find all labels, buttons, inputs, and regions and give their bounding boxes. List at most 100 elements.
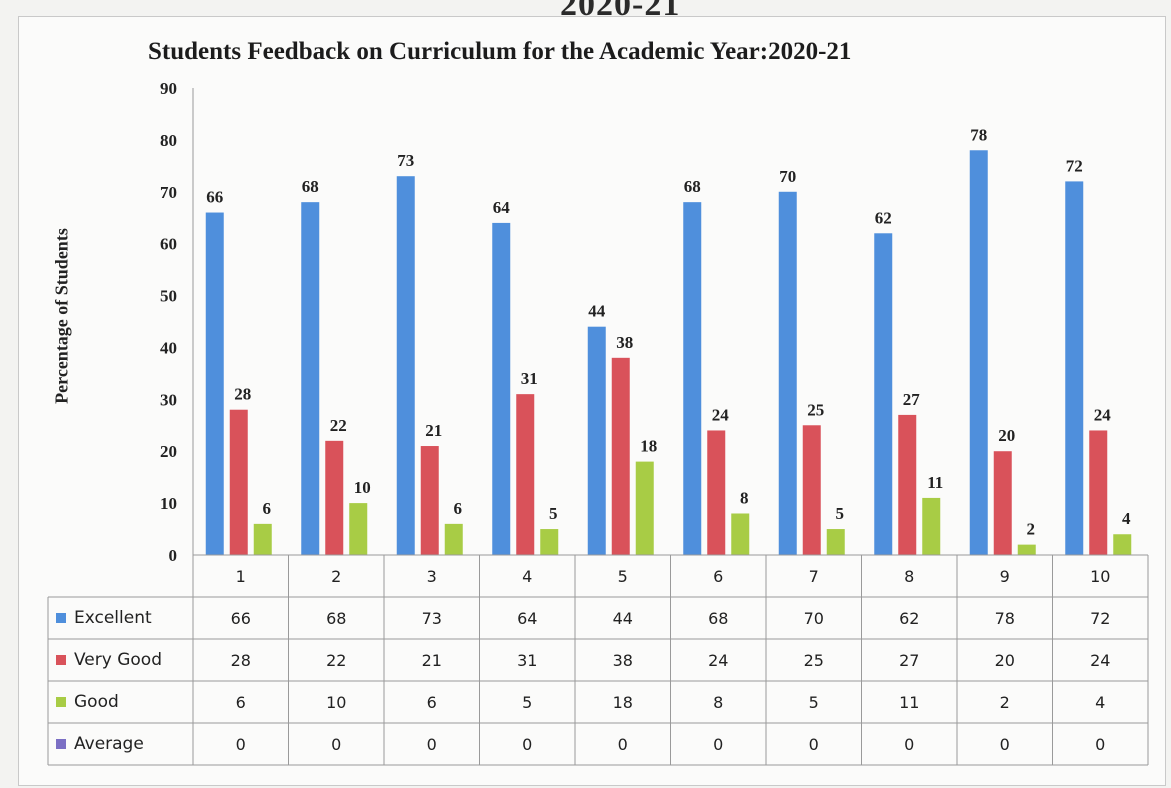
table-cell-value: 0 bbox=[809, 735, 819, 754]
table-cell-value: 31 bbox=[517, 651, 537, 670]
bar-good bbox=[826, 529, 845, 555]
bar-excellent bbox=[969, 150, 988, 555]
y-tick-label: 30 bbox=[160, 390, 177, 409]
table-cell-value: 66 bbox=[231, 609, 251, 628]
bar-very-good bbox=[611, 357, 630, 555]
x-tick-label: 5 bbox=[618, 567, 628, 586]
data-label: 44 bbox=[588, 302, 606, 321]
x-tick-label: 1 bbox=[236, 567, 246, 586]
table-cell-value: 10 bbox=[326, 693, 346, 712]
data-label: 62 bbox=[875, 208, 892, 227]
data-label: 68 bbox=[302, 177, 319, 196]
legend-swatch bbox=[56, 739, 66, 749]
data-label: 66 bbox=[206, 188, 223, 207]
data-label: 68 bbox=[684, 177, 701, 196]
bar-very-good bbox=[1089, 430, 1108, 555]
table-cell-value: 2 bbox=[1000, 693, 1010, 712]
legend-swatch bbox=[56, 697, 66, 707]
x-tick-label: 3 bbox=[427, 567, 437, 586]
legend-label: Average bbox=[74, 734, 144, 754]
y-tick-label: 0 bbox=[169, 546, 178, 565]
bar-very-good bbox=[707, 430, 726, 555]
bar-very-good bbox=[420, 446, 439, 555]
bar-excellent bbox=[874, 233, 893, 556]
y-tick-label: 60 bbox=[160, 235, 177, 254]
bar-good bbox=[540, 529, 559, 555]
y-tick-label: 10 bbox=[160, 494, 177, 513]
y-tick-label: 20 bbox=[160, 442, 177, 461]
table-cell-value: 68 bbox=[708, 609, 728, 628]
table-cell-value: 5 bbox=[522, 693, 532, 712]
data-label: 27 bbox=[903, 390, 921, 409]
y-tick-label: 70 bbox=[160, 183, 177, 202]
data-label: 18 bbox=[640, 437, 657, 456]
bar-excellent bbox=[683, 202, 702, 555]
bar-good bbox=[444, 523, 463, 555]
table-cell-value: 62 bbox=[899, 609, 919, 628]
bar-very-good bbox=[898, 414, 917, 555]
table-cell-value: 68 bbox=[326, 609, 346, 628]
bar-very-good bbox=[229, 409, 248, 555]
table-cell-value: 8 bbox=[713, 693, 723, 712]
bar-excellent bbox=[1065, 181, 1084, 555]
x-tick-label: 6 bbox=[713, 567, 723, 586]
bar-very-good bbox=[993, 451, 1012, 555]
table-cell-value: 6 bbox=[427, 693, 437, 712]
bar-good bbox=[635, 461, 654, 555]
data-label: 8 bbox=[740, 488, 749, 507]
y-tick-label: 50 bbox=[160, 287, 177, 306]
table-cell-value: 18 bbox=[613, 693, 633, 712]
y-tick-label: 40 bbox=[160, 338, 177, 357]
x-tick-label: 10 bbox=[1090, 567, 1110, 586]
bar-excellent bbox=[492, 222, 511, 555]
data-label: 6 bbox=[454, 499, 463, 518]
table-cell-value: 64 bbox=[517, 609, 537, 628]
bar-good bbox=[1113, 534, 1132, 555]
table-cell-value: 0 bbox=[331, 735, 341, 754]
table-cell-value: 24 bbox=[1090, 651, 1110, 670]
table-cell-value: 6 bbox=[236, 693, 246, 712]
x-tick-label: 8 bbox=[904, 567, 914, 586]
table-cell-value: 0 bbox=[522, 735, 532, 754]
table-cell-value: 0 bbox=[1095, 735, 1105, 754]
table-cell-value: 0 bbox=[618, 735, 628, 754]
data-label: 4 bbox=[1122, 509, 1131, 528]
table-cell-value: 0 bbox=[427, 735, 437, 754]
bar-good bbox=[731, 513, 750, 555]
x-tick-label: 9 bbox=[1000, 567, 1010, 586]
data-label: 64 bbox=[493, 198, 511, 217]
table-cell-value: 28 bbox=[231, 651, 251, 670]
bar-excellent bbox=[587, 326, 606, 555]
data-label: 38 bbox=[616, 333, 633, 352]
data-label: 6 bbox=[263, 499, 272, 518]
data-label: 21 bbox=[425, 421, 442, 440]
y-tick-label: 80 bbox=[160, 131, 177, 150]
table-cell-value: 24 bbox=[708, 651, 728, 670]
data-label: 73 bbox=[397, 151, 414, 170]
data-label: 2 bbox=[1027, 520, 1036, 539]
bar-good bbox=[922, 497, 941, 555]
y-tick-label: 90 bbox=[160, 79, 177, 98]
data-label: 78 bbox=[970, 125, 987, 144]
table-cell-value: 25 bbox=[804, 651, 824, 670]
table-cell-value: 0 bbox=[904, 735, 914, 754]
chart-title: Students Feedback on Curriculum for the … bbox=[148, 38, 852, 65]
table-cell-value: 21 bbox=[422, 651, 442, 670]
legend-swatch bbox=[56, 655, 66, 665]
x-tick-label: 4 bbox=[522, 567, 532, 586]
data-label: 70 bbox=[779, 167, 796, 186]
data-label: 22 bbox=[330, 416, 347, 435]
bar-excellent bbox=[396, 176, 415, 555]
data-label: 24 bbox=[1094, 405, 1112, 424]
bar-excellent bbox=[205, 212, 224, 556]
bar-excellent bbox=[778, 191, 797, 555]
table-cell-value: 20 bbox=[995, 651, 1015, 670]
data-label: 28 bbox=[234, 385, 251, 404]
data-label: 10 bbox=[354, 478, 371, 497]
table-cell-value: 0 bbox=[236, 735, 246, 754]
bar-very-good bbox=[325, 440, 344, 555]
legend-swatch bbox=[56, 613, 66, 623]
table-cell-value: 72 bbox=[1090, 609, 1110, 628]
table-cell-value: 78 bbox=[995, 609, 1015, 628]
